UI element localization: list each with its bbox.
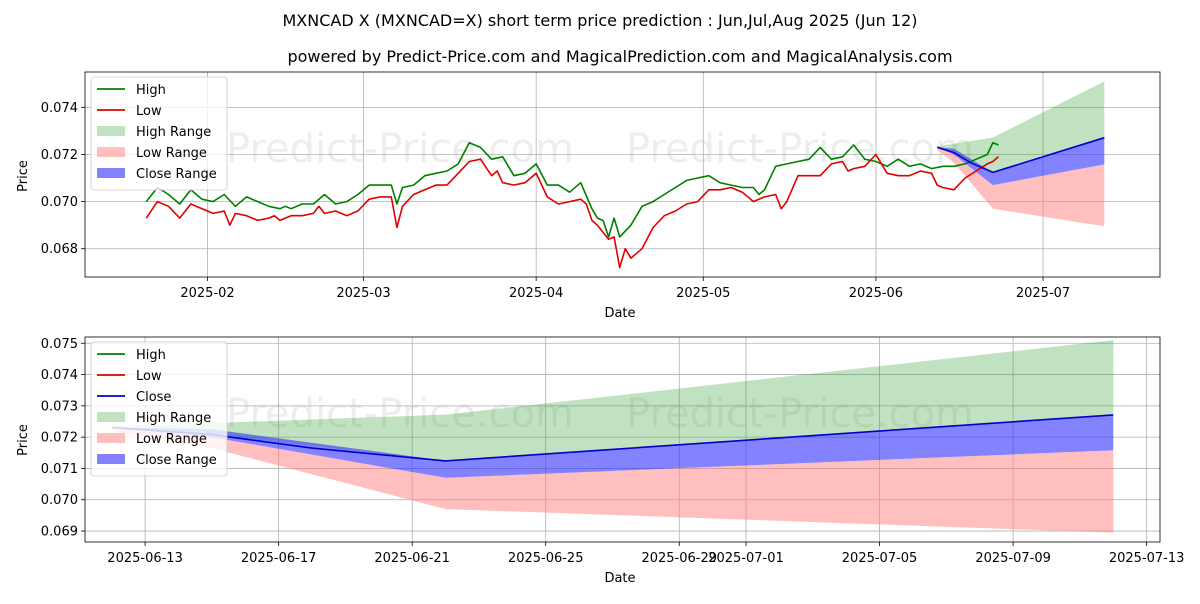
x-tick-label: 2025-03 — [336, 286, 390, 301]
legend-label: Close Range — [136, 453, 217, 468]
legend-swatch — [97, 126, 125, 136]
x-tick-label: 2025-06-29 — [641, 551, 717, 566]
legend-label: High Range — [136, 411, 211, 426]
top-y-axis-label: Price — [16, 160, 31, 192]
x-tick-label: 2025-07-09 — [975, 551, 1051, 566]
legend-label: Low Range — [136, 432, 207, 447]
y-tick-label: 0.069 — [41, 525, 78, 540]
y-tick-label: 0.072 — [41, 431, 78, 446]
plot-frame — [84, 71, 1161, 278]
chart-title: MXNCAD X (MXNCAD=X) short term price pre… — [283, 11, 918, 30]
legend-label: Low — [136, 104, 162, 119]
legend-swatch — [97, 412, 125, 422]
plot-content — [145, 81, 1105, 269]
x-tick-label: 2025-02 — [180, 286, 234, 301]
y-tick-label: 0.072 — [41, 148, 78, 163]
bottom-panel: Predict-Price.com Predict-Price.com2025-0… — [41, 336, 1185, 566]
series-line-low — [145, 153, 1000, 269]
series-line-close — [936, 136, 1105, 174]
legend-label: High — [136, 83, 166, 98]
y-tick-label: 0.070 — [41, 195, 78, 210]
series-line-high — [145, 141, 999, 238]
band-low-range — [937, 147, 1105, 227]
legend-box — [90, 76, 228, 191]
y-tick-label: 0.068 — [41, 242, 78, 257]
chart-subtitle: powered by Predict-Price.com and Magical… — [287, 47, 952, 66]
legend-label: Close Range — [136, 167, 217, 182]
x-tick-label: 2025-06-25 — [508, 551, 584, 566]
x-tick-label: 2025-07-01 — [708, 551, 784, 566]
y-tick-label: 0.075 — [41, 337, 78, 352]
y-tick-label: 0.073 — [41, 399, 78, 414]
band-close-range — [111, 414, 1114, 478]
y-tick-label: 0.070 — [41, 493, 78, 508]
x-tick-label: 2025-07 — [1016, 286, 1070, 301]
top-panel: Predict-Price.com Predict-Price.com2025-0… — [41, 71, 1161, 301]
legend-label: Low — [136, 369, 162, 384]
x-tick-label: 2025-06-17 — [241, 551, 317, 566]
legend-label: Low Range — [136, 146, 207, 161]
x-tick-label: 2025-05 — [676, 286, 730, 301]
legend-label: High — [136, 348, 166, 363]
band-high-range — [111, 340, 1114, 461]
legend-swatch — [97, 168, 125, 178]
watermark-text: Predict-Price.com — [226, 126, 574, 172]
x-tick-label: 2025-07-13 — [1109, 551, 1185, 566]
legend-swatch — [97, 147, 125, 157]
band-close-range — [937, 137, 1105, 186]
bottom-y-axis-label: Price — [16, 424, 31, 456]
bottom-x-axis-label: Date — [604, 571, 635, 586]
legend-swatch — [97, 433, 125, 443]
watermark-text: Predict-Price.com — [226, 391, 574, 437]
plot-frame — [84, 336, 1161, 543]
band-low-range — [111, 427, 1114, 533]
y-tick-label: 0.074 — [41, 101, 78, 116]
x-tick-label: 2025-07-05 — [842, 551, 918, 566]
x-tick-label: 2025-06-13 — [107, 551, 183, 566]
top-x-axis-label: Date — [604, 306, 635, 321]
y-tick-label: 0.074 — [41, 368, 78, 383]
legend-swatch — [97, 454, 125, 464]
legend-label: Close — [136, 390, 171, 405]
legend-label: High Range — [136, 125, 211, 140]
x-tick-label: 2025-06-21 — [374, 551, 450, 566]
x-tick-label: 2025-04 — [509, 286, 563, 301]
x-tick-label: 2025-06 — [849, 286, 903, 301]
band-high-range — [937, 81, 1105, 173]
y-tick-label: 0.071 — [41, 462, 78, 477]
